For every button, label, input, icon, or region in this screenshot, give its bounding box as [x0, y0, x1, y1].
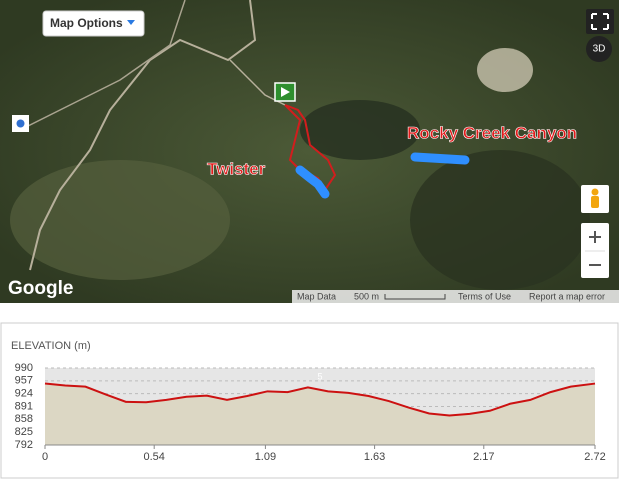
map-options-label: Map Options — [50, 16, 123, 30]
x-tick-label: 0.54 — [143, 451, 164, 463]
trail-label: Twister — [207, 159, 266, 178]
area-fill — [45, 383, 595, 445]
3d-label: 3D — [593, 44, 606, 55]
y-tick-label: 957 — [15, 375, 33, 387]
y-tick-label: 891 — [15, 400, 33, 412]
annotation: 5 — [317, 371, 322, 381]
x-tick-label: 2.72 — [584, 451, 605, 463]
map[interactable]: Twister Rocky Creek Canyon Map Options 3… — [0, 0, 619, 303]
chart-title: ELEVATION (m) — [11, 340, 91, 352]
x-tick-label: 0 — [42, 451, 48, 463]
x-tick-label: 2.17 — [473, 451, 494, 463]
x-tick-label: 1.09 — [255, 451, 276, 463]
map-scale: 500 m — [354, 291, 379, 301]
y-tick-label: 858 — [15, 413, 33, 425]
elevation-line — [44, 382, 596, 417]
map-footer[interactable]: Report a map error — [529, 291, 605, 301]
fullscreen-button[interactable] — [586, 9, 614, 34]
map-options-button[interactable] — [42, 10, 145, 37]
map-footer[interactable]: Map Data — [297, 291, 336, 301]
y-tick-label: 924 — [15, 388, 33, 400]
3d-button[interactable] — [586, 36, 612, 62]
map-footer[interactable]: Terms of Use — [458, 291, 511, 301]
google-logo: Google — [8, 278, 73, 299]
x-tick-label: 1.63 — [364, 451, 385, 463]
y-tick-label: 825 — [15, 426, 33, 438]
y-tick-label: 990 — [15, 362, 33, 374]
y-tick-label: 792 — [15, 439, 33, 451]
trail-label: Rocky Creek Canyon — [407, 123, 577, 142]
